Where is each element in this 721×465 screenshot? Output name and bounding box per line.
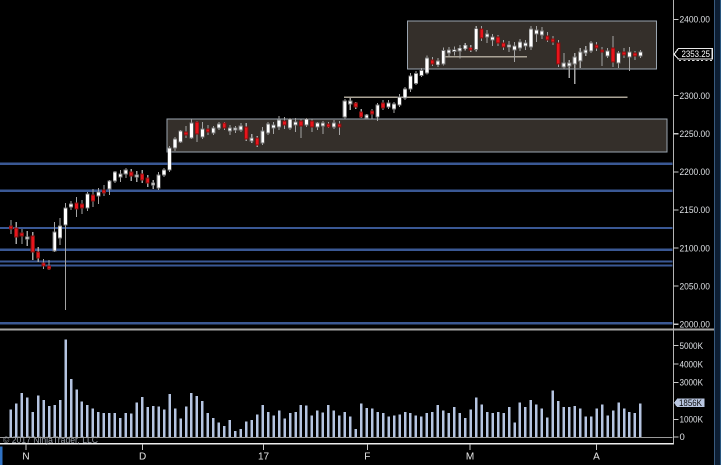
svg-text:0: 0 (680, 432, 685, 443)
svg-text:1000K: 1000K (680, 415, 704, 426)
svg-text:5000K: 5000K (680, 341, 704, 352)
svg-text:1856K: 1856K (679, 398, 703, 409)
svg-text:F: F (364, 452, 370, 463)
svg-text:2000.00: 2000.00 (680, 320, 710, 331)
svg-text:2300.00: 2300.00 (680, 91, 710, 102)
svg-text:A: A (593, 452, 600, 463)
svg-text:© 2017 NinjaTrader, LLC: © 2017 NinjaTrader, LLC (3, 435, 98, 445)
svg-text:2150.00: 2150.00 (680, 205, 710, 216)
svg-text:2400.00: 2400.00 (680, 15, 710, 26)
svg-text:N: N (22, 452, 29, 463)
svg-text:2100.00: 2100.00 (680, 243, 710, 254)
svg-text:17: 17 (258, 452, 270, 463)
svg-text:M: M (466, 452, 474, 463)
svg-text:4000K: 4000K (680, 359, 704, 370)
svg-text:2200.00: 2200.00 (680, 167, 710, 178)
svg-text:3000K: 3000K (680, 378, 704, 389)
svg-text:2353.25: 2353.25 (682, 49, 711, 60)
svg-text:D: D (139, 452, 146, 463)
svg-text:2050.00: 2050.00 (680, 281, 710, 292)
svg-text:2250.00: 2250.00 (680, 129, 710, 140)
